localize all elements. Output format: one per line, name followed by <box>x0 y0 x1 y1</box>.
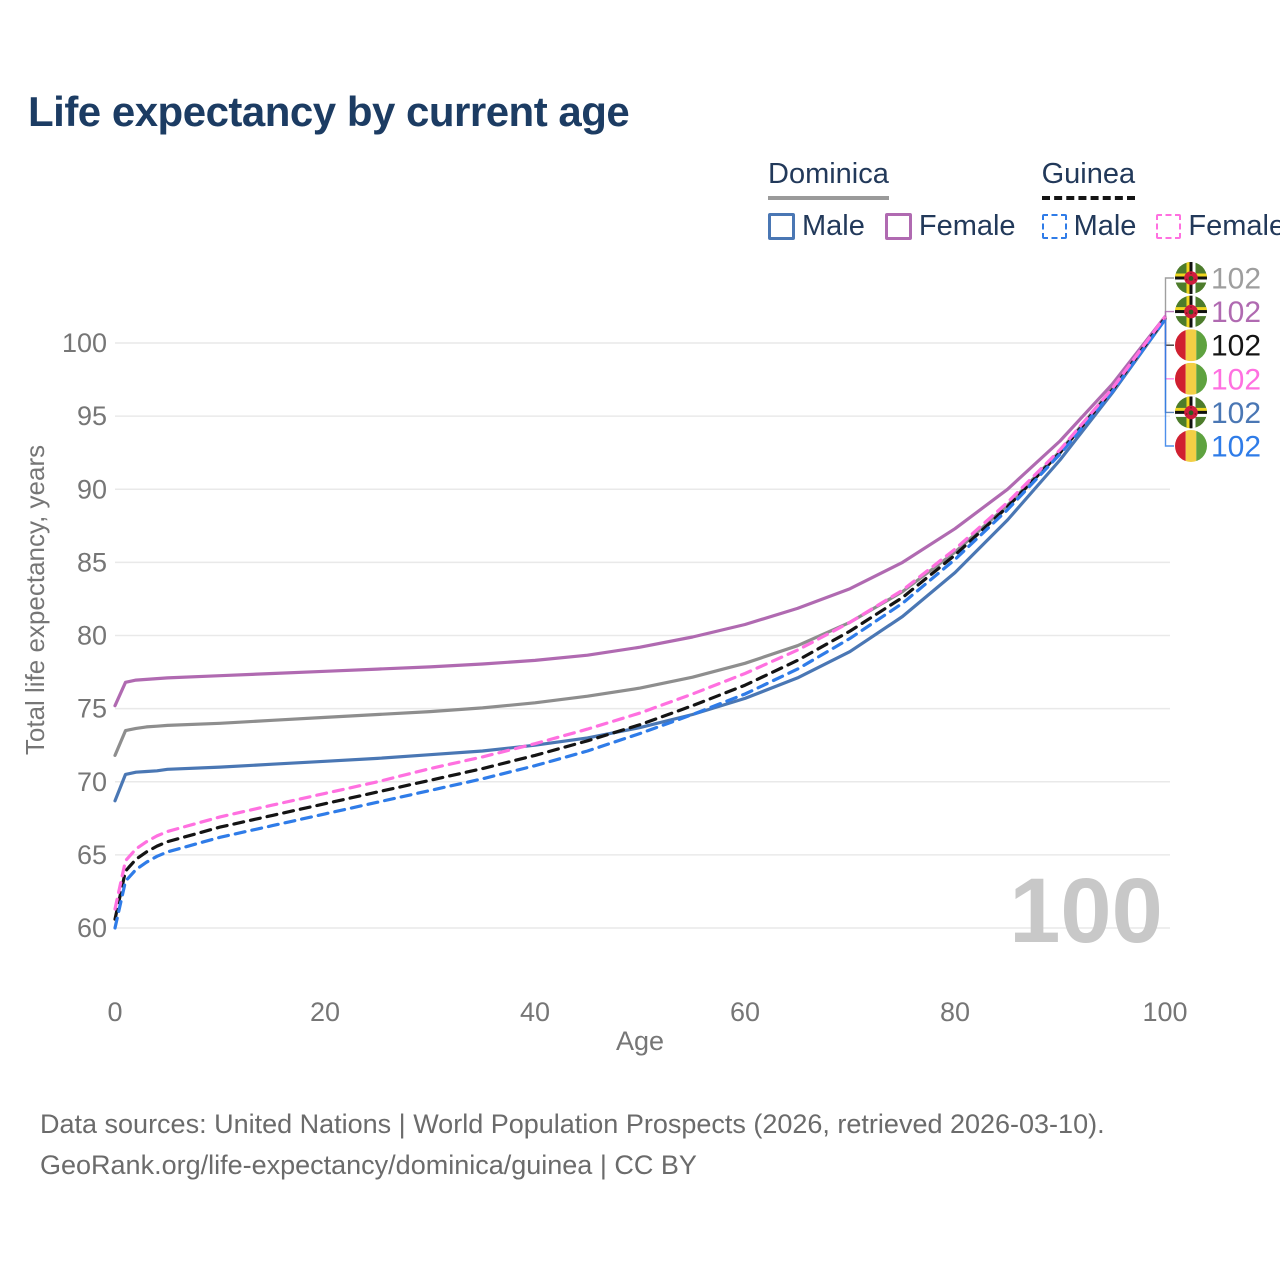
data-source-note: Data sources: United Nations | World Pop… <box>40 1104 1105 1186</box>
x-tick-label: 100 <box>1142 997 1187 1027</box>
end-value-label[interactable]: 102 <box>1211 363 1261 396</box>
end-label-connector <box>1164 316 1174 380</box>
dominica-flag-icon <box>1175 295 1207 328</box>
dominica-flag-icon <box>1175 262 1207 294</box>
end-value-label[interactable]: 102 <box>1211 397 1261 430</box>
x-tick-label: 60 <box>730 997 760 1027</box>
guinea-flag-icon <box>1175 430 1207 462</box>
x-axis-title: Age <box>616 1026 664 1056</box>
guinea-female-swatch-icon <box>1156 214 1182 239</box>
series-line-guinea-male[interactable] <box>113 318 1167 930</box>
source-line-2: GeoRank.org/life-expectancy/dominica/gui… <box>40 1150 697 1180</box>
legend-header-dominica[interactable]: Dominica <box>768 158 889 200</box>
legend-group-dominica: Dominica Male Female <box>768 158 1016 243</box>
x-tick-label: 40 <box>520 997 550 1027</box>
x-tick-label: 80 <box>940 997 970 1027</box>
legend-group-guinea: Guinea Male Female <box>1041 158 1280 243</box>
age-watermark: 100 <box>1009 860 1163 962</box>
y-tick-label: 70 <box>77 767 107 797</box>
y-tick-label: 90 <box>77 474 107 504</box>
y-tick-label: 80 <box>77 621 107 651</box>
guinea-male-swatch-icon <box>1041 214 1067 239</box>
end-value-label[interactable]: 102 <box>1211 296 1261 329</box>
end-value-label[interactable]: 102 <box>1211 431 1261 464</box>
end-label-connector <box>1164 277 1174 319</box>
legend-item-label: Female <box>918 210 1016 242</box>
series-line-dominica-female[interactable] <box>113 315 1167 708</box>
dominica-female-swatch-icon <box>884 213 912 240</box>
x-tick-label: 20 <box>310 997 340 1027</box>
end-label-connector <box>1164 319 1174 447</box>
legend-item-label: Male <box>1073 210 1137 242</box>
y-tick-label: 85 <box>77 547 107 577</box>
dominica-flag-icon <box>1175 396 1207 429</box>
legend-row-guinea: Male Female <box>1041 210 1280 243</box>
x-tick-label: 0 <box>107 997 122 1027</box>
page-title: Life expectancy by current age <box>28 88 630 135</box>
legend: Dominica Male Female Guinea Male <box>768 158 1280 243</box>
legend-item-label: Female <box>1188 210 1280 242</box>
dominica-male-swatch-icon <box>768 213 795 240</box>
end-value-label[interactable]: 102 <box>1211 330 1261 363</box>
source-line-1: Data sources: United Nations | World Pop… <box>40 1109 1105 1139</box>
end-label-connector <box>1164 310 1174 317</box>
legend-item-label: Male <box>802 210 865 242</box>
series-line-dominica-all[interactable] <box>113 316 1167 757</box>
guinea-flag-icon <box>1175 329 1207 362</box>
y-tick-label: 75 <box>77 694 107 724</box>
end-label-connector <box>1164 318 1174 346</box>
series-line-guinea-all[interactable] <box>113 316 1167 921</box>
end-label-connector <box>1164 319 1174 414</box>
legend-item-guinea-male[interactable]: Male <box>1041 210 1137 243</box>
y-tick-label: 60 <box>77 913 107 943</box>
legend-item-dominica-female[interactable]: Female <box>884 210 1016 243</box>
series-line-guinea-female[interactable] <box>113 315 1167 911</box>
y-tick-label: 95 <box>77 401 107 431</box>
legend-header-guinea[interactable]: Guinea <box>1041 158 1136 200</box>
series-line-dominica-male[interactable] <box>113 318 1167 803</box>
guinea-flag-icon <box>1175 362 1207 395</box>
end-value-label[interactable]: 102 <box>1211 263 1261 296</box>
legend-row-dominica: Male Female <box>768 210 1016 243</box>
legend-item-guinea-female[interactable]: Female <box>1156 210 1280 243</box>
legend-item-dominica-male[interactable]: Male <box>768 210 865 243</box>
y-tick-label: 100 <box>62 328 107 358</box>
y-axis-title: Total life expectancy, years <box>20 445 50 755</box>
y-tick-label: 65 <box>77 840 107 870</box>
